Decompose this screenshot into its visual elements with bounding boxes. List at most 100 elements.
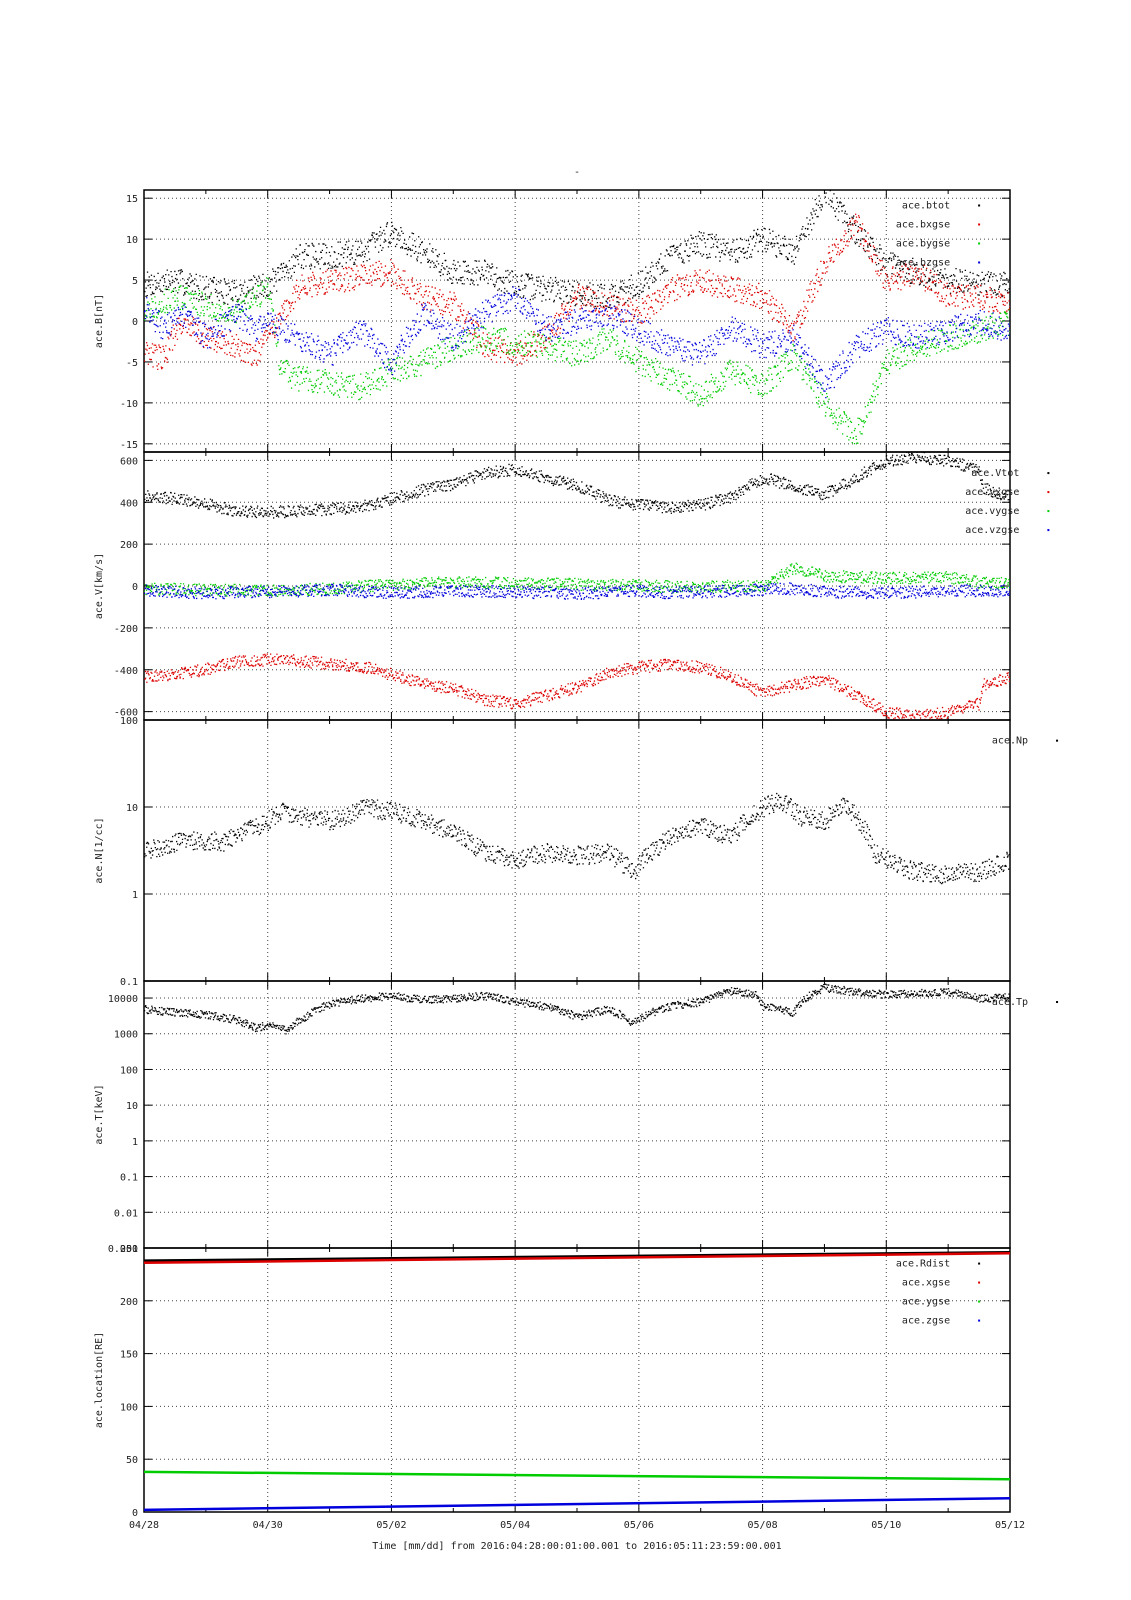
series-group [144, 983, 1010, 1035]
y-tick-label: -200 [114, 624, 138, 635]
legend-label: ace.Np [992, 736, 1028, 747]
figure-title: - [574, 167, 580, 178]
y-axis-label: ace.N[1/cc] [94, 817, 105, 883]
legend-label: ace.bygse [896, 238, 950, 249]
x-tick-label: 05/08 [748, 1520, 778, 1531]
y-tick-label: 200 [120, 540, 138, 551]
legend-marker [1056, 739, 1059, 742]
y-tick-label: 0 [132, 317, 138, 328]
series-points-ace.vzgse [144, 582, 1010, 600]
series-points-ace.bxgse [144, 213, 1010, 370]
panel-3: 100 10 1 0.1 ace.N[1/cc] ace.Np [94, 716, 1059, 988]
y-tick-label: -15 [120, 440, 138, 451]
y-tick-label: 50 [126, 1455, 138, 1466]
legend-label: ace.vygse [965, 506, 1019, 517]
x-tick-label: 05/06 [624, 1520, 654, 1531]
y-axis-label: ace.T[keV] [94, 1084, 105, 1144]
y-tick-label: 1000 [114, 1030, 138, 1041]
y-tick-label: 200 [120, 1297, 138, 1308]
legend-marker [978, 1319, 981, 1322]
panel-frame [143, 719, 1011, 982]
y-tick-label: 0 [132, 582, 138, 593]
series-line-ace.zgse [144, 1497, 1010, 1512]
y-tick-label: 15 [126, 194, 138, 205]
y-tick-label: 0 [132, 1508, 138, 1519]
legend-label: ace.btot [902, 200, 950, 211]
y-tick-label: 100 [120, 1402, 138, 1413]
y-tick-label: -400 [114, 666, 138, 677]
legend-label: ace.Rdist [896, 1259, 950, 1270]
y-tick-label: -600 [114, 708, 138, 719]
x-tick-label: 05/04 [500, 1520, 530, 1531]
series-group [144, 1250, 1010, 1512]
legend-marker [978, 1281, 981, 1284]
y-tick-label: 1 [132, 1137, 138, 1148]
series-group [144, 792, 1010, 885]
legend-marker [978, 242, 981, 245]
x-tick-label: 05/02 [376, 1520, 406, 1531]
x-tick-label: 05/10 [871, 1520, 901, 1531]
legend-marker [978, 223, 981, 226]
legend-marker [1047, 472, 1050, 475]
y-tick-label: 100 [120, 716, 138, 727]
x-axis-label: Time [mm/dd] from 2016:04:28:00:01:00.00… [372, 1541, 781, 1552]
series-points-ace.vxgse [144, 653, 1010, 720]
y-tick-label: 1 [132, 890, 138, 901]
y-tick-label: 0.01 [114, 1208, 138, 1219]
y-tick-label: 250 [120, 1244, 138, 1255]
y-tick-label: 10 [126, 1101, 138, 1112]
legend-label: ace.Tp [992, 997, 1028, 1008]
y-tick-label: 10 [126, 235, 138, 246]
y-tick-label: 0.1 [120, 977, 138, 988]
legend-marker [1047, 529, 1050, 532]
legend-marker [978, 1300, 981, 1303]
legend-marker [1056, 1001, 1059, 1004]
y-axis-label: ace.V[km/s] [94, 553, 105, 619]
panel-2: 600 400 200 0 -200 -400 -600 ace.V[km/s] ace.Vto… [94, 451, 1050, 721]
legend-label: ace.ygse [902, 1297, 950, 1308]
legend-marker [1047, 510, 1050, 513]
series-line-ace.ygse [144, 1470, 1010, 1481]
series-points-ace.bygse [144, 277, 1010, 445]
legend-label: ace.Vtot [971, 468, 1019, 479]
legend-label: ace.bzgse [896, 257, 950, 268]
y-tick-label: 150 [120, 1350, 138, 1361]
legend-marker [978, 204, 981, 207]
y-tick-label: 0.1 [120, 1173, 138, 1184]
legend-label: ace.vzgse [965, 525, 1019, 536]
y-tick-label: -10 [120, 399, 138, 410]
legend-label: ace.vxgse [965, 487, 1019, 498]
series-points-ace.Np [144, 792, 1010, 885]
panel-5: 250 200 150 100 50 0 ace.location[RE] ace.Rdist… [94, 1244, 1011, 1519]
panels: 151050-5-10-15ace.B[nT]ace.btotace.bxgse… [94, 189, 1059, 1531]
x-tick-label: 04/28 [129, 1520, 159, 1531]
y-tick-label: 10000 [108, 994, 138, 1005]
y-tick-label: 100 [120, 1065, 138, 1076]
series-points-ace.vygse [144, 562, 1010, 597]
series-group [144, 452, 1010, 720]
series-points-ace.btot [144, 190, 1010, 309]
legend-marker [1047, 491, 1050, 494]
panel-4: 10000 1000 100 10 1 0.1 0.01 0.001 ace.T[keV] ace… [94, 980, 1059, 1255]
legend-label: ace.bxgse [896, 219, 950, 230]
y-tick-label: 400 [120, 498, 138, 509]
y-axis-label: ace.B[nT] [94, 294, 105, 348]
panel-frame [143, 980, 1011, 1249]
y-tick-label: 600 [120, 456, 138, 467]
legend-label: ace.zgse [902, 1316, 950, 1327]
series-points-ace.bzgse [144, 286, 1010, 399]
series-points-ace.Tp [144, 983, 1010, 1035]
series-group [144, 190, 1010, 445]
y-axis-label: ace.location[RE] [94, 1332, 105, 1428]
panel-1: 15 10 5 0 -5 -10 -15 ace.B[nT] ace.btot ace.bxgse… [94, 189, 1011, 453]
x-tick-label: 05/12 [995, 1520, 1025, 1531]
y-tick-label: 10 [126, 803, 138, 814]
legend-marker [978, 261, 981, 264]
legend-label: ace.xgse [902, 1278, 950, 1289]
y-tick-label: 5 [132, 276, 138, 287]
y-tick-label: -5 [126, 358, 138, 369]
x-tick-label: 04/30 [253, 1520, 283, 1531]
series-line-ace.xgse [144, 1252, 1010, 1265]
y-tick-label: 0.001 [108, 1244, 138, 1255]
